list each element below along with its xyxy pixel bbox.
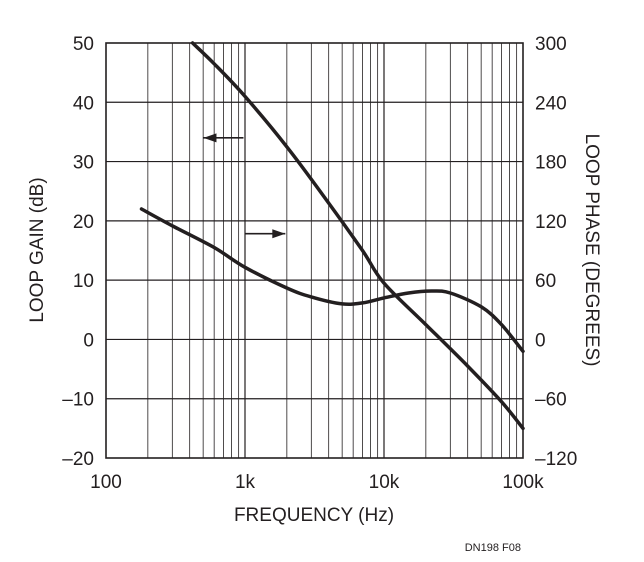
left-axis-title: LOOP GAIN (dB) [27, 177, 48, 322]
right-axis-arrow [245, 229, 286, 239]
curves [139, 41, 525, 431]
left-tick-label: 0 [83, 330, 94, 351]
left-tick-label: –10 [62, 390, 94, 411]
right-tick-label: 0 [535, 330, 546, 351]
left-tick-label: 30 [73, 153, 94, 174]
right-tick-label: 240 [535, 93, 567, 114]
grid [106, 43, 523, 458]
loop-gain-curve [190, 41, 525, 431]
right-tick-label: 120 [535, 212, 567, 233]
plot-frame [105, 42, 524, 459]
left-tick-label: 10 [73, 271, 94, 292]
arrows [203, 133, 286, 239]
right-axis-tick-labels: 300 240 180 120 60 0 –60 –120 [535, 34, 577, 470]
right-tick-label: 300 [535, 34, 567, 55]
left-axis-tick-labels: 50 40 30 20 10 0 –10 –20 [62, 34, 94, 470]
x-tick-label: 100 [90, 472, 122, 493]
loop-phase-curve [139, 207, 525, 354]
right-axis-title: LOOP PHASE (DEGREES) [581, 134, 602, 367]
x-tick-label: 10k [369, 472, 400, 493]
right-tick-label: 60 [535, 271, 556, 292]
left-tick-label: 50 [73, 34, 94, 55]
left-tick-label: 40 [73, 93, 94, 114]
right-tick-label: 180 [535, 153, 567, 174]
right-tick-label: –120 [535, 449, 577, 470]
x-axis-title: FREQUENCY (Hz) [234, 505, 394, 526]
left-tick-label: –20 [62, 449, 94, 470]
left-axis-arrow [203, 133, 244, 143]
x-axis-tick-labels: 100 1k 10k 100k [90, 472, 544, 493]
figure-code: DN198 F08 [465, 542, 521, 554]
x-tick-label: 100k [502, 472, 544, 493]
right-tick-label: –60 [535, 390, 567, 411]
left-tick-label: 20 [73, 212, 94, 233]
x-tick-label: 1k [235, 472, 256, 493]
